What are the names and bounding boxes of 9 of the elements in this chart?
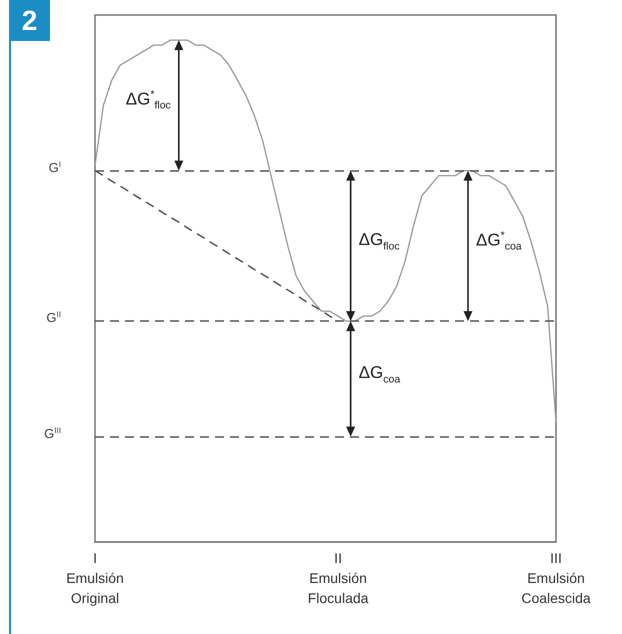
x-tick-label: I Emulsión Original [66, 550, 124, 606]
annotation: ΔG$_{floc}$ [358, 230, 400, 253]
x-tick-label: III Emulsión Coalescida [521, 550, 591, 606]
x-tick-label: II Emulsión Floculada [308, 550, 369, 606]
annotation: ΔG$_{coa}$ [358, 362, 400, 386]
ref-line-label: G$^{II}$ [46, 310, 61, 326]
text: 2 [9, 0, 50, 41]
ref-line-label: G$^{I}$ [48, 159, 61, 175]
ref-line-label: G$^{III}$ [44, 425, 61, 441]
